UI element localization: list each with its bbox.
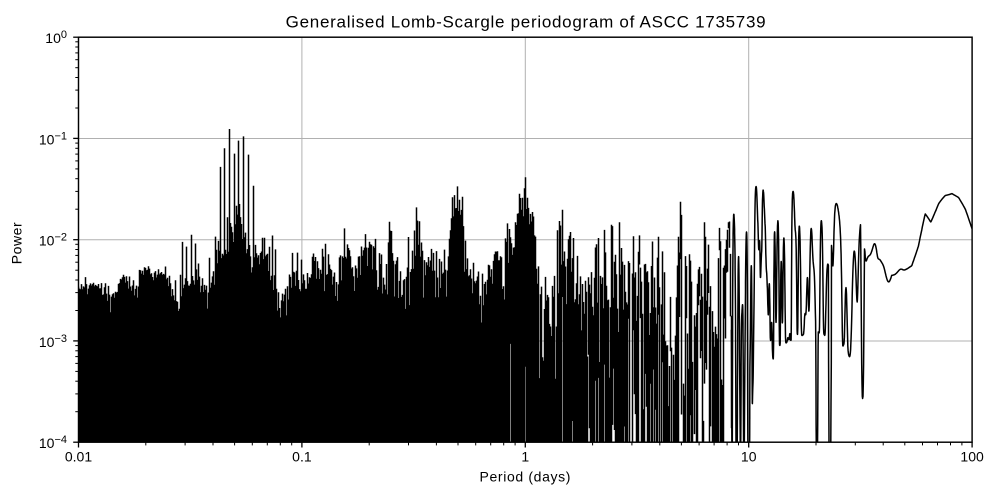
svg-text:Power: Power: [9, 222, 25, 264]
svg-text:100: 100: [960, 449, 984, 465]
svg-text:0.01: 0.01: [65, 449, 92, 465]
svg-text:10: 10: [741, 449, 757, 465]
svg-text:0.1: 0.1: [292, 449, 312, 465]
svg-text:Generalised Lomb-Scargle perio: Generalised Lomb-Scargle periodogram of …: [286, 13, 767, 32]
svg-text:1: 1: [521, 449, 529, 465]
svg-text:Period (days): Period (days): [480, 469, 572, 485]
